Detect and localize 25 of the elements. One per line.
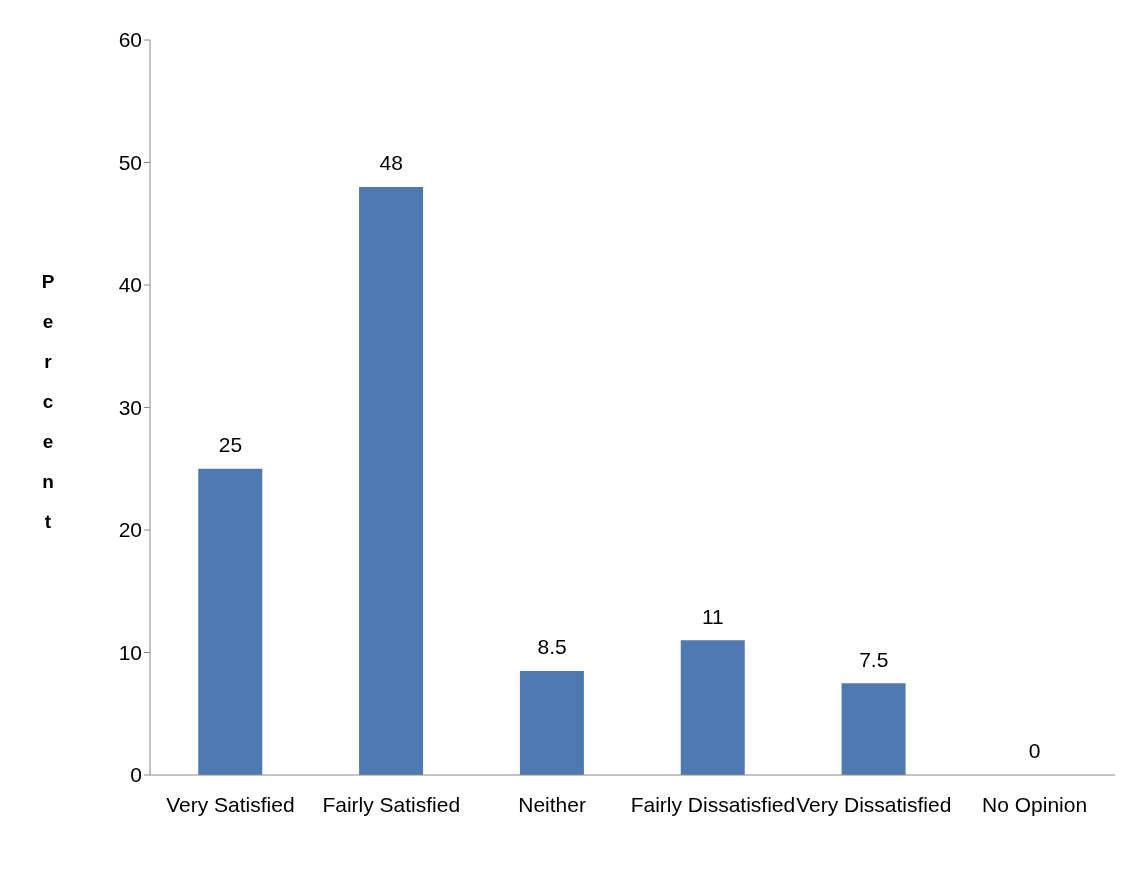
data-label: 0 [1028, 739, 1041, 763]
bar [519, 670, 584, 775]
y-tick-label: 10 [118, 640, 142, 664]
y-tick-label: 30 [118, 395, 142, 419]
y-tick-label: 0 [130, 763, 142, 787]
bar [359, 187, 424, 775]
data-label: 11 [702, 604, 724, 628]
y-tick-label: 20 [118, 518, 142, 542]
bar [198, 468, 263, 775]
x-tick-label: Neither [518, 792, 586, 816]
x-tick-label: Very Dissatisfied [796, 792, 952, 816]
data-label: 48 [379, 151, 403, 175]
bar [680, 640, 745, 775]
data-label: 8.5 [537, 635, 567, 659]
y-tick-label: 50 [118, 150, 142, 174]
x-tick-label: Fairly Satisfied [322, 792, 461, 816]
x-tick-label: Fairly Dissatisfied [630, 792, 796, 816]
y-axis-title: Percent [41, 270, 55, 532]
x-tick-label: Very Satisfied [166, 792, 295, 816]
x-tick-label: No Opinion [982, 792, 1088, 816]
y-tick-label: 60 [118, 28, 142, 52]
data-label: 25 [218, 433, 243, 457]
bar [841, 683, 906, 775]
y-tick-label: 40 [118, 273, 142, 297]
data-label: 7.5 [859, 647, 889, 671]
